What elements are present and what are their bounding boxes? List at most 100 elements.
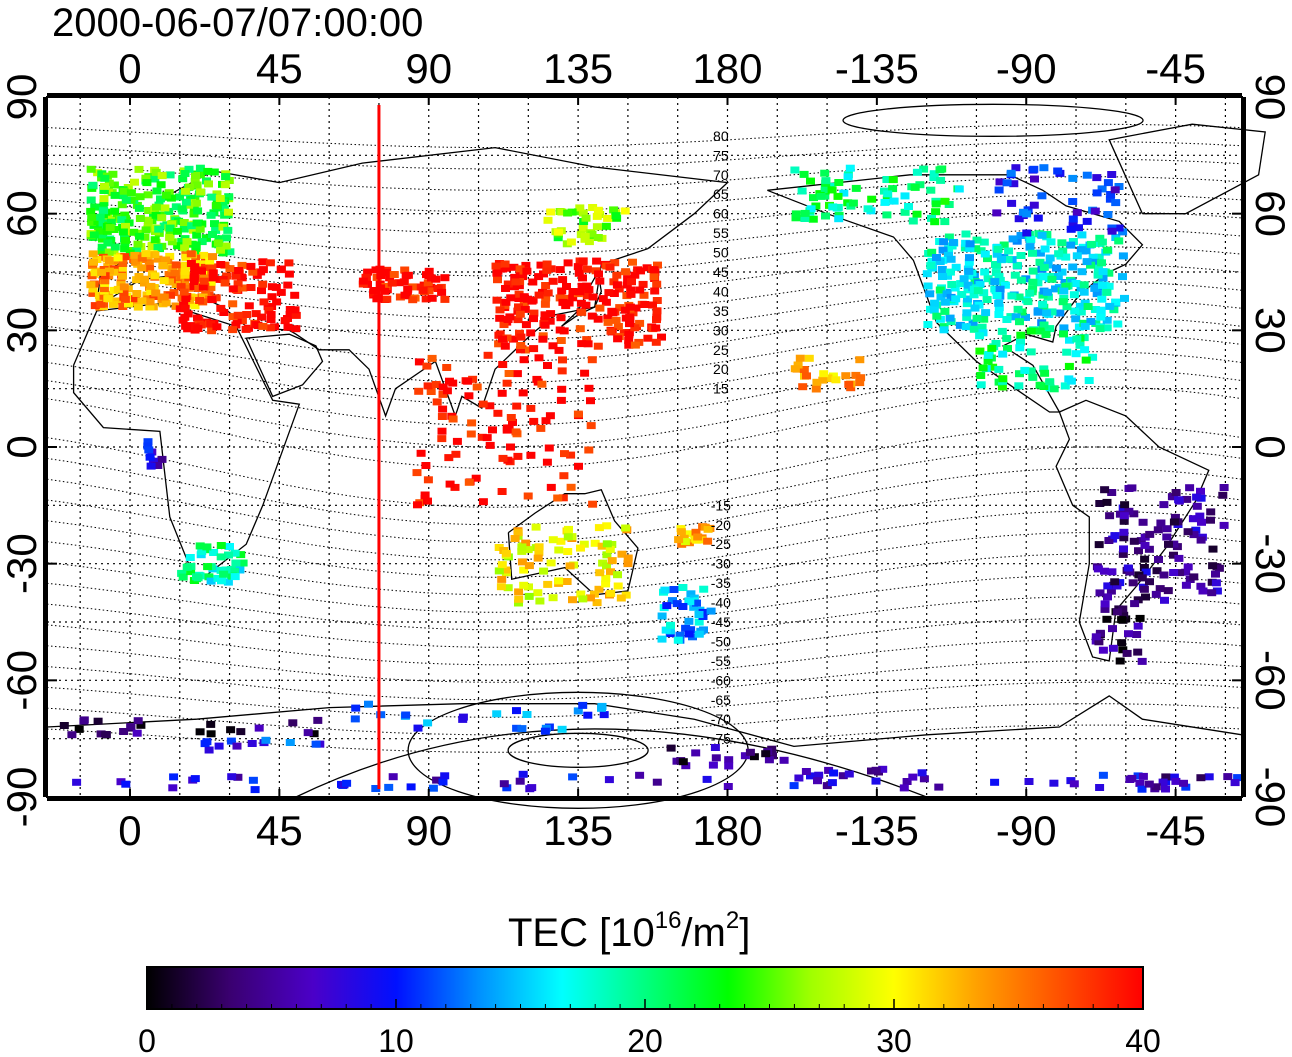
tec-cell: [232, 317, 242, 325]
tec-cell: [420, 491, 430, 499]
tec-cell: [1102, 288, 1112, 296]
tec-cell: [369, 287, 379, 294]
tec-cell: [1137, 574, 1147, 582]
south-pole-contour-inner: [507, 732, 649, 768]
tec-cell: [506, 443, 515, 451]
tec-cell: [557, 208, 567, 216]
tec-cell: [376, 272, 386, 280]
tec-cell: [258, 322, 268, 330]
tec-cell: [1130, 600, 1140, 608]
tec-cell: [218, 198, 228, 206]
tec-cell: [440, 274, 450, 282]
tec-cell: [883, 190, 893, 198]
tec-cell: [167, 238, 177, 246]
magnetic-contour: [46, 574, 1243, 631]
tec-cell: [1081, 356, 1091, 364]
tec-cell: [1103, 211, 1113, 218]
tec-cell: [538, 335, 548, 343]
tec-cell: [639, 291, 649, 299]
tec-cell: [543, 289, 553, 297]
tec-cell: [72, 778, 82, 786]
tec-cell: [962, 313, 972, 321]
tec-cell: [431, 275, 441, 283]
tec-cell: [463, 377, 473, 385]
tec-cell: [603, 214, 613, 222]
tec-cell: [584, 446, 594, 454]
tec-cell: [236, 551, 246, 559]
tec-cell: [492, 710, 502, 718]
top-lon-label: -135: [835, 45, 919, 92]
tec-cell: [250, 786, 260, 794]
tec-cell: [228, 300, 238, 308]
tec-cell: [855, 356, 865, 364]
tec-cell: [134, 273, 144, 280]
tec-cell: [586, 422, 596, 430]
tec-cell: [635, 319, 645, 327]
tec-cell: [105, 256, 114, 264]
tec-cell: [612, 281, 622, 289]
contour-label: 50: [713, 245, 729, 261]
tec-cell: [432, 776, 442, 784]
tec-cell: [228, 285, 238, 293]
tec-cell: [1002, 335, 1012, 342]
tec-cell: [975, 332, 985, 340]
tec-cell: [524, 592, 534, 600]
tec-cell: [258, 258, 268, 266]
tec-cell: [1137, 785, 1147, 793]
tec-cell: [1090, 306, 1100, 313]
tec-cell: [1160, 596, 1169, 604]
tec-cell: [1033, 279, 1043, 287]
tec-cell: [234, 267, 244, 274]
tec-cell: [568, 773, 578, 781]
tec-cell: [686, 590, 696, 598]
tec-cell: [940, 197, 950, 205]
tec-cell: [1175, 569, 1185, 577]
tec-cell: [123, 184, 133, 191]
tec-cell: [519, 566, 529, 574]
tec-cell: [427, 354, 437, 362]
tec-cell: [1114, 224, 1124, 232]
tec-cell: [1095, 589, 1105, 597]
tec-cell: [545, 412, 555, 420]
tec-cell: [97, 170, 107, 178]
tec-cell: [923, 282, 933, 290]
tec-cell: [917, 769, 927, 777]
tec-cell: [244, 302, 254, 310]
tec-cell: [1028, 278, 1038, 286]
tec-cell: [992, 250, 1002, 258]
tec-cell: [1195, 512, 1205, 520]
tec-cell: [975, 347, 985, 355]
tec-cell: [521, 539, 531, 547]
tec-cell: [165, 252, 175, 260]
tec-cell: [94, 227, 104, 235]
tec-cell: [523, 492, 533, 500]
tec-cell: [983, 275, 993, 283]
tec-cell: [1009, 180, 1019, 188]
tec-cell: [855, 379, 865, 387]
top-lon-label: 45: [256, 45, 303, 92]
tec-cell: [980, 268, 990, 276]
tec-cell: [445, 480, 455, 488]
tec-cell: [790, 166, 800, 174]
tec-cell: [992, 292, 1002, 299]
tec-cell: [1211, 579, 1221, 587]
tec-cell: [519, 300, 529, 308]
tec-cell: [195, 542, 205, 550]
tec-cell: [702, 775, 712, 783]
tec-cell: [798, 383, 808, 391]
tec-cell: [574, 462, 583, 470]
tec-cell: [517, 558, 527, 566]
tec-cell: [1120, 501, 1130, 509]
tec-cell: [211, 202, 221, 210]
tec-cell: [834, 215, 844, 223]
tec-cell: [424, 267, 434, 275]
tec-cell: [223, 226, 233, 234]
tec-cell: [529, 309, 539, 317]
tec-cell: [888, 185, 898, 193]
tec-cell: [509, 335, 518, 343]
tec-cell: [993, 245, 1003, 253]
tec-cell: [137, 254, 147, 262]
tec-cell: [126, 189, 136, 197]
tec-cell: [593, 342, 603, 350]
tec-cell: [171, 261, 181, 269]
